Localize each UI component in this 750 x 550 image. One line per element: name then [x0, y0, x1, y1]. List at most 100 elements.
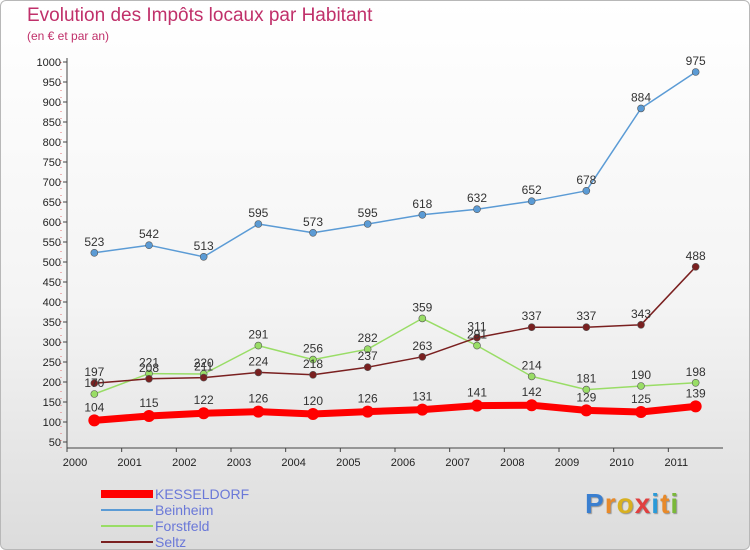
y-tick-label: 300 — [43, 337, 61, 349]
data-point — [527, 197, 536, 205]
x-tick-label: 2004 — [281, 457, 305, 469]
data-label: 337 — [522, 309, 542, 323]
data-label: 220 — [194, 356, 214, 370]
y-tick-label: 750 — [43, 157, 61, 169]
data-label: 170 — [84, 376, 104, 390]
data-label: 125 — [631, 392, 651, 406]
legend-swatch — [101, 525, 153, 527]
data-point — [527, 323, 536, 332]
y-tick-label: 250 — [43, 357, 61, 369]
data-label: 282 — [358, 331, 378, 345]
data-point — [582, 385, 591, 394]
data-label: 104 — [84, 400, 104, 414]
brand-letter: r — [604, 488, 617, 519]
series-line-forstfeld — [94, 317, 696, 395]
legend-swatch — [101, 490, 153, 498]
data-label: 975 — [686, 54, 706, 68]
data-label: 884 — [631, 90, 651, 104]
data-point — [473, 341, 481, 350]
data-label: 142 — [522, 385, 542, 399]
data-point — [90, 249, 99, 257]
y-tick-label: 50 — [49, 437, 61, 449]
y-tick-label: 500 — [43, 257, 61, 269]
data-point — [254, 341, 263, 350]
y-tick-label: 550 — [43, 237, 61, 249]
data-label: 488 — [686, 249, 706, 263]
x-tick-label: 2011 — [665, 457, 689, 469]
y-tick-label: 600 — [43, 217, 61, 229]
data-label: 337 — [576, 309, 596, 323]
data-label: 618 — [412, 197, 432, 211]
y-tick-label: 650 — [43, 197, 61, 209]
data-label: 513 — [194, 239, 214, 253]
data-label: 126 — [248, 392, 268, 406]
data-point — [637, 320, 645, 329]
data-label: 218 — [303, 357, 323, 371]
data-point — [307, 408, 319, 420]
data-point — [309, 370, 317, 379]
data-point — [90, 379, 99, 388]
x-tick-label: 2006 — [391, 457, 415, 469]
brand-letter: i — [651, 488, 661, 519]
chart-series — [88, 68, 702, 427]
data-label: 652 — [522, 183, 542, 197]
y-tick-label: 950 — [43, 77, 61, 89]
data-point — [145, 374, 153, 383]
data-label: 139 — [686, 386, 706, 400]
legend-label: Beinheim — [155, 502, 214, 518]
y-tick-label: 400 — [43, 297, 61, 309]
brand-letter: t — [660, 488, 671, 519]
chart-subtitle: (en € et par an) — [27, 29, 110, 43]
data-label: 129 — [576, 390, 596, 404]
data-label: 256 — [303, 342, 323, 356]
data-point — [691, 378, 700, 387]
data-point — [199, 253, 208, 261]
data-label: 595 — [248, 206, 268, 220]
data-point — [418, 352, 427, 361]
data-point — [471, 399, 483, 412]
data-point — [580, 404, 593, 417]
y-tick-label: 900 — [43, 97, 61, 109]
data-point — [363, 363, 372, 372]
series-line-beinheim — [94, 71, 697, 258]
data-point — [418, 211, 427, 219]
brand-letter: P — [585, 488, 605, 519]
data-label: 141 — [467, 386, 487, 400]
data-label: 115 — [139, 396, 158, 410]
data-point — [525, 399, 538, 412]
legend-swatch — [101, 541, 153, 543]
data-label: 211 — [194, 360, 213, 374]
data-label: 311 — [467, 320, 486, 334]
y-tick-label: 100 — [43, 417, 61, 429]
data-label: 542 — [139, 227, 159, 241]
data-label: 181 — [576, 372, 596, 386]
data-label: 632 — [467, 191, 487, 205]
y-tick-label: 450 — [43, 277, 61, 289]
data-point — [418, 314, 427, 323]
data-label: 678 — [576, 173, 596, 187]
data-point — [691, 262, 700, 271]
x-tick-label: 2005 — [336, 457, 360, 469]
x-tick-label: 2007 — [445, 457, 469, 469]
x-tick-label: 2010 — [609, 457, 633, 469]
brand-letter: o — [616, 488, 635, 519]
data-label: 263 — [412, 339, 432, 353]
series-line-kesseldorf — [94, 401, 697, 424]
brand-letter: i — [670, 488, 680, 519]
data-label: 291 — [248, 328, 268, 342]
data-label: 126 — [358, 392, 378, 406]
data-point — [197, 407, 210, 420]
x-tick-label: 2001 — [117, 457, 141, 469]
data-point — [309, 355, 317, 364]
x-tick-label: 2000 — [63, 457, 87, 469]
data-point — [90, 390, 99, 398]
chart-title: Evolution des Impôts locaux par Habitant — [27, 5, 373, 26]
data-point — [252, 405, 265, 418]
y-tick-label: 1000 — [37, 57, 61, 69]
legend-swatch — [101, 509, 153, 511]
chart-axes: 50 100 150 200 250 300 350 400 450 500 550 600 650 70… — [37, 57, 723, 469]
data-label: 197 — [84, 365, 104, 379]
data-label: 120 — [303, 394, 323, 408]
data-label: 573 — [303, 215, 323, 229]
